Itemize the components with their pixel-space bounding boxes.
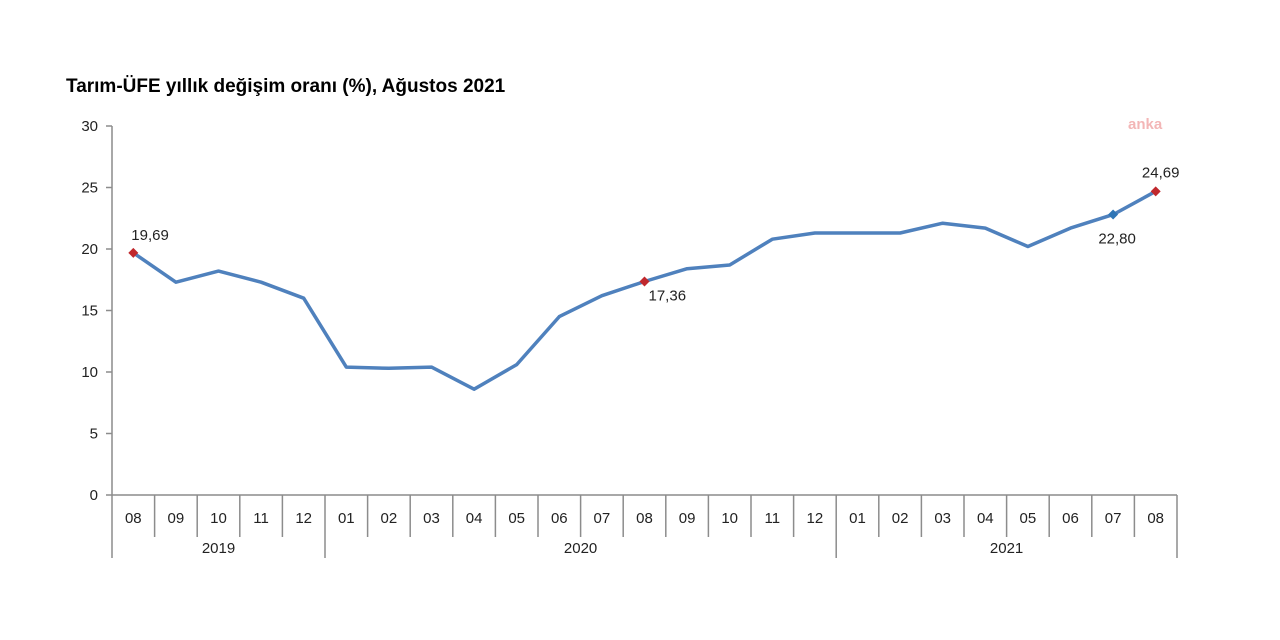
point-marker xyxy=(639,276,650,287)
data-label: 22,80 xyxy=(1098,231,1136,248)
y-tick-label: 15 xyxy=(81,303,98,320)
data-label: 24,69 xyxy=(1142,164,1180,181)
x-tick-label: 02 xyxy=(892,510,909,527)
x-tick-label: 10 xyxy=(210,510,227,527)
series-layer xyxy=(128,186,1161,391)
x-tick-label: 09 xyxy=(679,510,696,527)
x-tick-label: 01 xyxy=(338,510,355,527)
series-line xyxy=(131,189,1158,391)
x-tick-label: 06 xyxy=(551,510,568,527)
chart-title: Tarım-ÜFE yıllık değişim oranı (%), Ağus… xyxy=(66,76,506,97)
x-tick-label: 11 xyxy=(765,510,781,527)
year-label: 2021 xyxy=(990,540,1023,557)
x-tick-label: 07 xyxy=(1105,510,1122,527)
x-tick-label: 07 xyxy=(594,510,611,527)
x-tick-label: 10 xyxy=(721,510,738,527)
x-tick-label: 04 xyxy=(977,510,994,527)
x-tick-label: 05 xyxy=(508,510,525,527)
x-tick-label: 06 xyxy=(1062,510,1079,527)
x-tick-label: 12 xyxy=(807,510,824,527)
x-tick-label: 01 xyxy=(849,510,866,527)
data-labels-layer: 19,69 17,36 22,80 24,69 xyxy=(131,164,1179,304)
x-tick-label: 02 xyxy=(381,510,398,527)
data-label: 17,36 xyxy=(649,287,687,304)
year-label: 2020 xyxy=(564,540,597,557)
x-tick-label: 09 xyxy=(168,510,185,527)
watermark: anka xyxy=(1128,116,1163,133)
point-marker xyxy=(128,247,139,258)
x-tick-label: 08 xyxy=(636,510,653,527)
x-tick-label: 11 xyxy=(253,510,269,527)
x-tick-label: 08 xyxy=(1147,510,1164,527)
y-tick-label: 0 xyxy=(90,487,98,504)
y-tick-label: 25 xyxy=(81,180,98,197)
y-tick-label: 10 xyxy=(81,364,98,381)
y-tick-label: 5 xyxy=(90,426,98,443)
y-tick-label: 20 xyxy=(81,241,98,258)
x-tick-label: 08 xyxy=(125,510,142,527)
year-label: 2019 xyxy=(202,540,235,557)
data-label: 19,69 xyxy=(131,227,169,244)
x-tick-label: 12 xyxy=(295,510,312,527)
x-tick-label: 03 xyxy=(934,510,951,527)
x-tick-label: 05 xyxy=(1020,510,1037,527)
point-marker xyxy=(1150,186,1161,197)
y-tick-label: 30 xyxy=(81,118,98,135)
x-tick-label: 03 xyxy=(423,510,440,527)
x-tick-label: 04 xyxy=(466,510,483,527)
point-marker xyxy=(1108,209,1119,220)
